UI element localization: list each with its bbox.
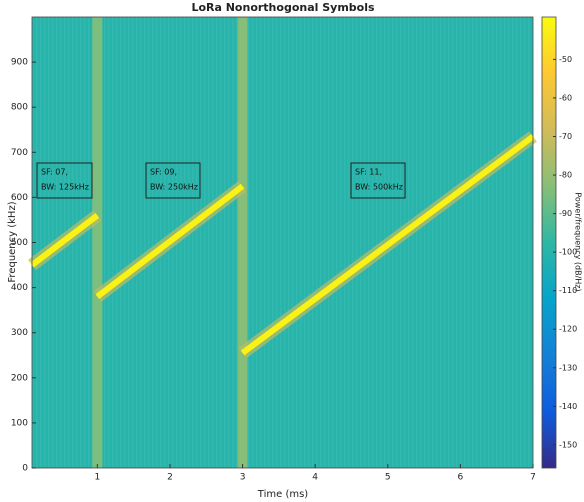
colorbar — [541, 16, 557, 469]
colorbar-tick-label: -120 — [559, 325, 577, 334]
colorbar-tick-label: -90 — [559, 209, 572, 218]
y-tick-label: 400 — [11, 283, 28, 293]
colorbar-tick-label: -150 — [559, 440, 577, 449]
annotation-box — [36, 162, 93, 199]
annotation-box — [145, 162, 201, 199]
y-tick-label: 200 — [11, 373, 28, 383]
x-tick-label: 4 — [312, 473, 318, 483]
colorbar-tick-label: -100 — [559, 248, 577, 257]
y-axis-label: Frequency (kHz) — [7, 201, 18, 282]
chirp — [30, 213, 100, 268]
colorbar-tick-label: -80 — [559, 171, 572, 180]
colorbar-tick-label: -50 — [559, 55, 572, 64]
y-tick-label: 0 — [22, 464, 28, 474]
colorbar-tick-label: -140 — [559, 402, 577, 411]
y-tick-label: 600 — [11, 193, 28, 203]
y-tick-label: 800 — [11, 103, 28, 113]
annotation-text: BW: 500kHz — [355, 183, 403, 192]
annotation-text: SF: 11, — [355, 168, 382, 177]
chirp — [95, 183, 245, 300]
chart-title: LoRa Nonorthogonal Symbols — [191, 1, 375, 14]
transient-band — [92, 17, 103, 468]
y-tick-label: 900 — [11, 58, 28, 68]
colorbar-tick-label: -130 — [559, 363, 577, 372]
x-tick-label: 5 — [385, 473, 391, 483]
x-tick-label: 7 — [530, 473, 536, 483]
x-tick-label: 1 — [94, 473, 100, 483]
y-tick-label: 100 — [11, 418, 28, 428]
texture — [32, 17, 533, 468]
x-tick-label: 6 — [458, 473, 464, 483]
transient-band — [237, 17, 248, 468]
y-tick-label: 300 — [11, 328, 28, 338]
colorbar-tick-label: -110 — [559, 286, 577, 295]
x-axis-label: Time (ms) — [257, 489, 309, 500]
y-tick-label: 700 — [11, 148, 28, 158]
x-tick-label: 2 — [167, 473, 173, 483]
annotation-text: BW: 125kHz — [41, 183, 89, 192]
annotation-text: BW: 250kHz — [150, 183, 198, 192]
chirp — [240, 134, 535, 356]
annotation-text: SF: 09, — [150, 168, 177, 177]
colorbar-tick-label: -60 — [559, 93, 572, 102]
colorbar-tick-label: -70 — [559, 132, 572, 141]
x-tick-label: 3 — [240, 473, 246, 483]
colorbar-label: Power/frequency (dB/Hz) — [574, 192, 583, 291]
annotation-box — [350, 162, 406, 199]
annotation-text: SF: 07, — [41, 168, 68, 177]
y-tick-label: 500 — [11, 238, 28, 248]
